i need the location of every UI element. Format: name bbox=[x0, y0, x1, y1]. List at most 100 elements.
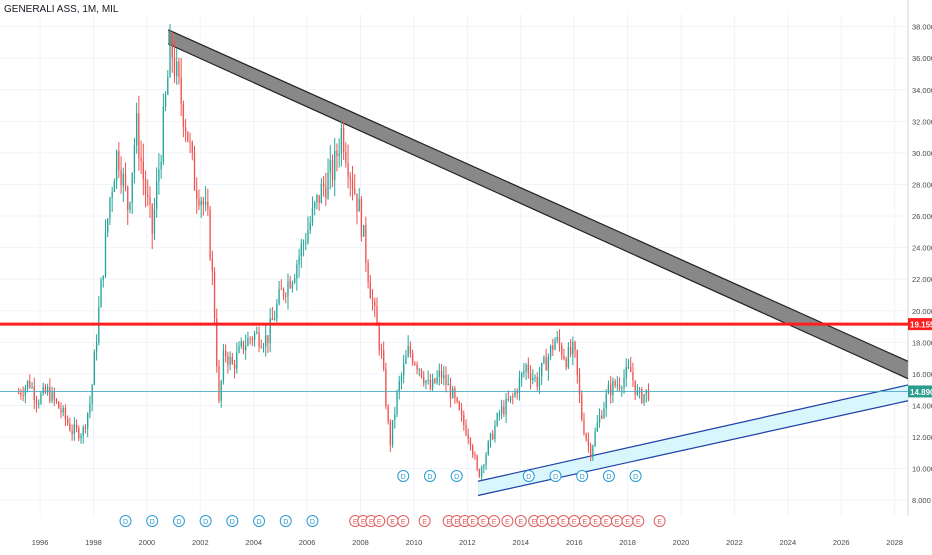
candle-body bbox=[427, 379, 429, 381]
candle-body bbox=[305, 242, 307, 244]
candle-body bbox=[334, 150, 336, 180]
candle-body bbox=[91, 384, 93, 404]
dividend-marker-circle bbox=[423, 470, 436, 482]
candle-body bbox=[632, 372, 634, 381]
candle-body bbox=[69, 423, 71, 431]
candle-body bbox=[173, 57, 176, 77]
candle-body bbox=[616, 384, 619, 386]
dividend-marker-circle bbox=[279, 515, 292, 527]
candle-body bbox=[340, 128, 343, 154]
candle-body bbox=[216, 318, 218, 367]
time-tick-label: 2018 bbox=[619, 538, 636, 547]
downtrend-channel-lower-line bbox=[167, 43, 909, 380]
candle-body bbox=[396, 391, 398, 415]
candle-body bbox=[73, 424, 75, 434]
earnings-marker-circle bbox=[418, 515, 431, 527]
candle-body bbox=[149, 196, 151, 205]
candle-body bbox=[314, 202, 316, 208]
candle-body bbox=[162, 106, 165, 162]
last-price-badge bbox=[908, 385, 932, 398]
candle-body bbox=[436, 376, 438, 383]
price-tick-label: 14.000 bbox=[912, 401, 932, 410]
candle-body bbox=[44, 386, 47, 393]
candle-body bbox=[135, 113, 138, 146]
candle-body bbox=[22, 394, 24, 396]
candle-body bbox=[129, 202, 131, 210]
candle-body bbox=[33, 386, 35, 401]
dividend-marker-label: D bbox=[123, 519, 128, 526]
time-axis[interactable]: 1996 1998 2000 2002 2004 2006 2008 2010 2012 2014… bbox=[32, 538, 903, 547]
candle-body bbox=[104, 232, 107, 276]
candle-body bbox=[122, 173, 124, 186]
price-tick-label: 8.000 bbox=[912, 496, 931, 505]
price-tick-label: 36.000 bbox=[912, 54, 932, 63]
candle-body bbox=[627, 367, 630, 369]
dividend-marker-circle bbox=[119, 515, 132, 527]
earnings-marker-label: E bbox=[377, 519, 382, 526]
candle-body bbox=[278, 288, 280, 304]
candle-body bbox=[282, 289, 285, 296]
candle-body bbox=[438, 370, 440, 377]
candle-body bbox=[514, 391, 516, 397]
candle-body bbox=[434, 378, 436, 383]
candle-body bbox=[322, 183, 325, 187]
candle-body bbox=[509, 396, 512, 401]
candle-body bbox=[385, 369, 387, 407]
earnings-marker-label: E bbox=[572, 519, 577, 526]
candle-body bbox=[169, 35, 171, 78]
candle-body bbox=[483, 465, 485, 468]
candle-body bbox=[46, 387, 49, 393]
candle-body bbox=[158, 169, 160, 182]
candle-body bbox=[418, 369, 420, 371]
candle-body bbox=[518, 378, 521, 394]
candle-body bbox=[492, 433, 494, 440]
candle-body bbox=[405, 356, 407, 364]
candle-body bbox=[182, 103, 185, 128]
candle-body bbox=[124, 173, 127, 187]
candle-body bbox=[178, 61, 180, 78]
candle-body bbox=[29, 380, 31, 388]
resistance-badge bbox=[908, 318, 932, 331]
price-axis[interactable]: 8.000 10.000 12.000 14.000 16.000 18.000 20.00… bbox=[912, 23, 932, 506]
candle-body bbox=[578, 374, 581, 395]
candle-body bbox=[289, 280, 291, 288]
candle-body bbox=[236, 352, 238, 369]
candle-body bbox=[307, 230, 309, 243]
candle-body bbox=[527, 364, 529, 374]
candle-body bbox=[118, 151, 120, 171]
candle-body bbox=[489, 433, 492, 442]
candle-body bbox=[349, 176, 351, 179]
candle-body bbox=[545, 357, 547, 371]
candle-body bbox=[391, 420, 394, 446]
candle-body bbox=[238, 346, 240, 353]
price-tick-label: 24.000 bbox=[912, 244, 932, 253]
candle-body bbox=[376, 305, 378, 326]
candle-body bbox=[485, 454, 487, 466]
candle-body bbox=[20, 393, 22, 395]
candle-body bbox=[285, 295, 287, 297]
candle-body bbox=[95, 342, 98, 353]
candle-body bbox=[423, 376, 425, 384]
candle-body bbox=[311, 207, 314, 223]
candle-body bbox=[262, 346, 265, 348]
candle-body bbox=[31, 386, 33, 388]
candle-body bbox=[144, 179, 147, 196]
dividend-marker-label: D bbox=[257, 519, 262, 526]
candle-body bbox=[354, 188, 356, 194]
candle-body bbox=[534, 377, 536, 379]
candle-body bbox=[42, 386, 44, 394]
candle-body bbox=[443, 374, 445, 379]
price-tick-label: 12.000 bbox=[912, 433, 932, 442]
candle-body bbox=[645, 389, 647, 395]
candle-body bbox=[204, 201, 207, 205]
candle-body bbox=[360, 199, 363, 237]
downtrend-channel-fill bbox=[168, 29, 908, 379]
candle-body bbox=[592, 445, 594, 458]
earnings-marker-label: E bbox=[505, 519, 510, 526]
candle-body bbox=[287, 280, 289, 297]
candle-body bbox=[38, 403, 40, 405]
dividend-marker-label: D bbox=[310, 519, 315, 526]
dividend-marker-label: D bbox=[427, 474, 432, 481]
candle-body bbox=[425, 380, 427, 384]
